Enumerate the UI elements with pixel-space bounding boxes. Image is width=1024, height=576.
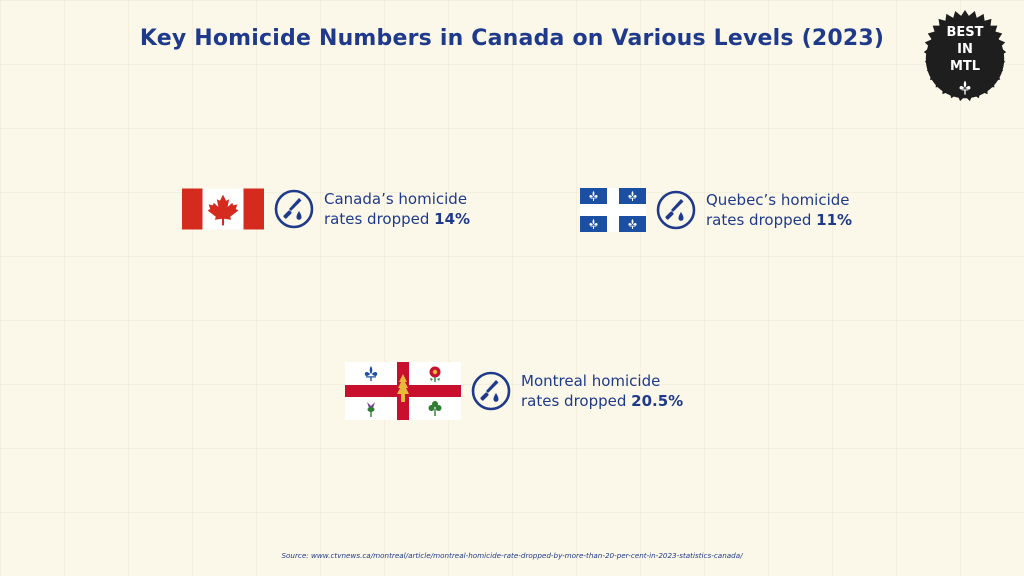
quebec-stat: Quebec’s homicide rates dropped 11% (580, 188, 852, 232)
montreal-stat-text: Montreal homicide rates dropped 20.5% (521, 371, 683, 411)
montreal-stat-prefix: rates dropped (521, 392, 632, 410)
best-in-mtl-badge (923, 10, 1007, 102)
knife-blood-icon (656, 190, 696, 230)
badge-line-2: IN (957, 42, 973, 57)
montreal-stat-line-1: Montreal homicide (521, 372, 661, 390)
page-title: Key Homicide Numbers in Canada on Variou… (139, 26, 885, 51)
quebec-stat-value: 11% (816, 211, 853, 229)
montreal-stat-value: 20.5% (631, 392, 684, 410)
canada-stat-text: Canada’s homicide rates dropped 14% (324, 189, 470, 229)
montreal-stat: Montreal homicide rates dropped 20.5% (345, 362, 683, 420)
badge-line-1: BEST (946, 25, 984, 40)
canada-stat: Canada’s homicide rates dropped 14% (182, 188, 470, 230)
fleur-de-lis-icon (959, 80, 971, 95)
badge-text: BEST IN MTL (916, 24, 1014, 75)
quebec-stat-text: Quebec’s homicide rates dropped 11% (706, 190, 852, 230)
quebec-stat-prefix: rates dropped (706, 211, 817, 229)
quebec-stat-line-2: rates dropped 11% (706, 210, 852, 230)
canada-flag-icon (182, 188, 264, 230)
quebec-stat-line-1: Quebec’s homicide (706, 191, 850, 209)
knife-blood-icon (471, 371, 511, 411)
canada-stat-prefix: rates dropped (324, 210, 435, 228)
badge-line-3: MTL (949, 59, 981, 74)
canada-stat-line-2: rates dropped 14% (324, 209, 470, 229)
montreal-flag-icon (345, 362, 461, 420)
canada-stat-value: 14% (434, 210, 471, 228)
knife-blood-icon (274, 189, 314, 229)
quebec-flag-icon (580, 188, 646, 232)
montreal-stat-line-2: rates dropped 20.5% (521, 391, 683, 411)
source-citation: Source: www.ctvnews.ca/montreal/article/… (281, 551, 743, 560)
canada-stat-line-1: Canada’s homicide (324, 190, 468, 208)
